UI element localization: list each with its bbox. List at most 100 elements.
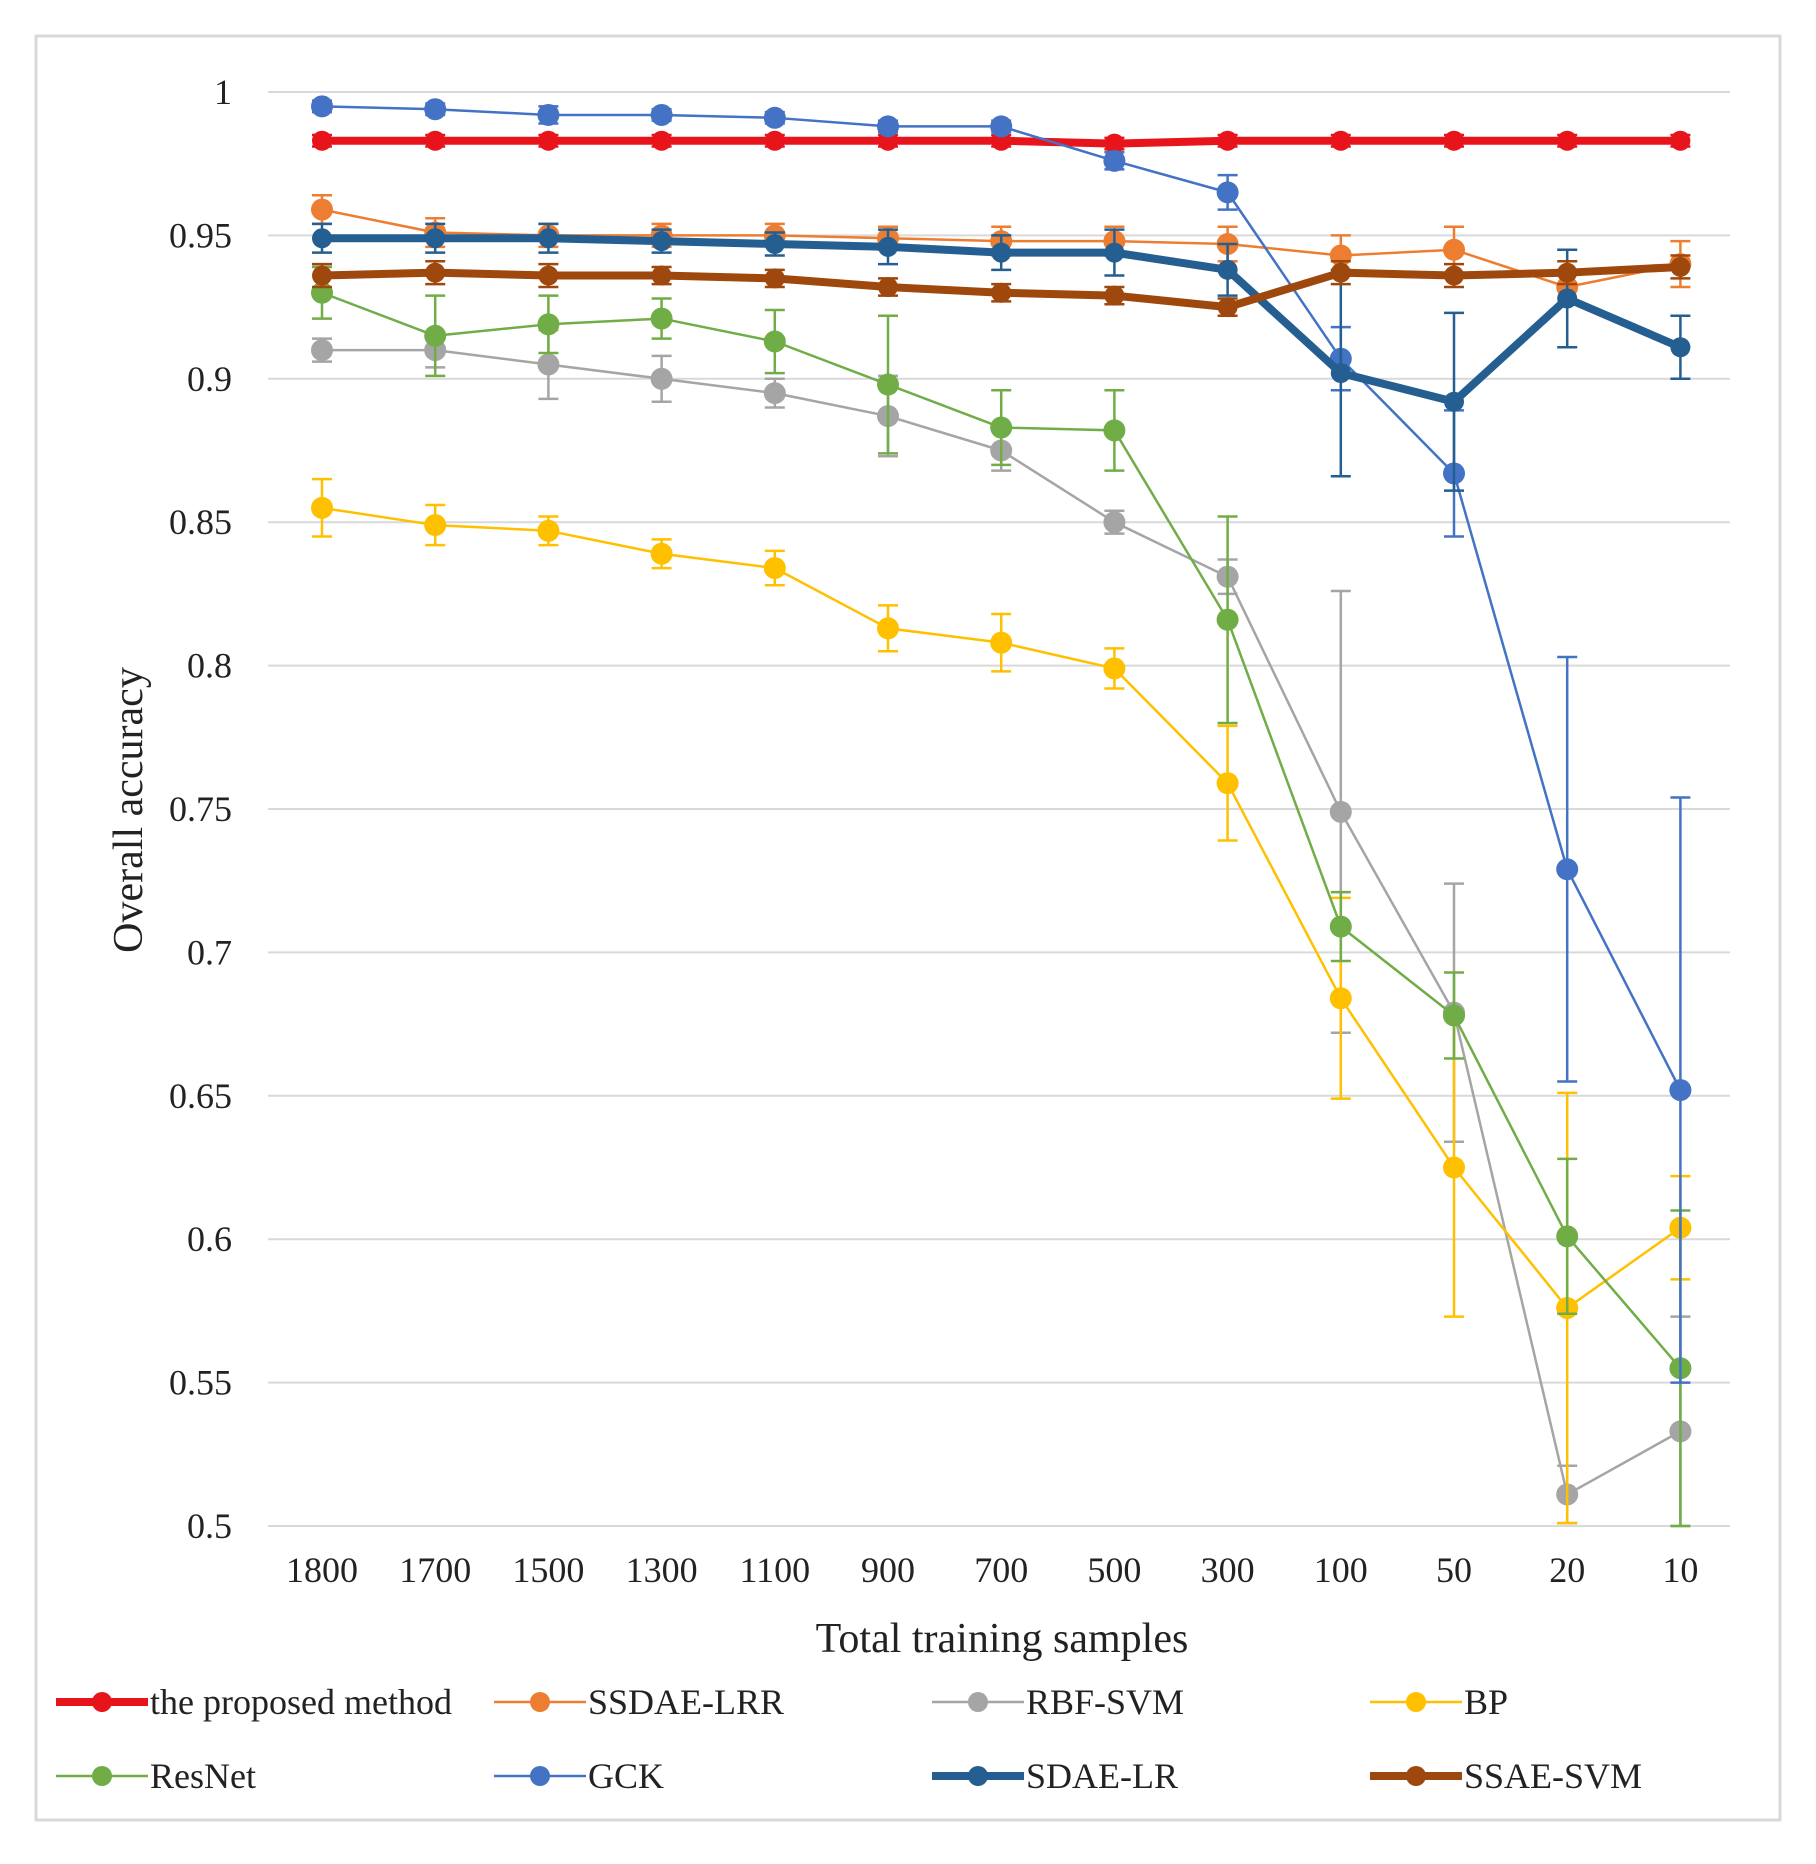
data-point	[538, 228, 559, 249]
data-point	[990, 631, 1013, 654]
legend-item: ResNet	[56, 1756, 256, 1796]
data-point	[1329, 800, 1352, 823]
x-tick-label: 1500	[512, 1550, 584, 1590]
data-point	[537, 353, 560, 376]
data-point	[650, 367, 673, 390]
legend-label: SSAE-SVM	[1464, 1756, 1642, 1796]
data-point	[1669, 1079, 1692, 1102]
data-point	[1557, 288, 1578, 309]
y-tick-label: 0.65	[169, 1076, 232, 1116]
data-point	[991, 242, 1012, 263]
data-point	[538, 130, 559, 151]
data-point	[538, 265, 559, 286]
y-axis-title: Overall accuracy	[106, 667, 152, 953]
data-point	[877, 115, 899, 138]
x-axis-title: Total training samples	[816, 1616, 1189, 1662]
legend-item: SDAE-LR	[932, 1756, 1178, 1796]
data-point	[764, 268, 785, 289]
x-tick-label: 300	[1201, 1550, 1255, 1590]
data-point	[1217, 130, 1238, 151]
y-tick-label: 0.95	[169, 215, 232, 255]
data-point	[1444, 130, 1464, 151]
x-tick-label: 100	[1314, 1550, 1368, 1590]
outer-frame	[34, 34, 1782, 1822]
data-point	[1557, 262, 1578, 283]
data-point	[1103, 419, 1126, 442]
y-tick-label: 0.8	[187, 646, 232, 686]
data-point	[1670, 256, 1691, 277]
x-tick-label: 20	[1549, 1550, 1585, 1590]
data-point	[1103, 511, 1126, 534]
y-tick-label: 0.55	[169, 1363, 232, 1403]
y-tick-label: 0.7	[187, 932, 232, 972]
data-point	[312, 265, 332, 286]
data-point	[1443, 238, 1465, 261]
data-point	[763, 106, 786, 129]
data-point	[1216, 181, 1239, 204]
data-point	[425, 262, 446, 283]
data-point	[651, 265, 672, 286]
data-point	[1556, 858, 1579, 881]
legend-swatch-marker	[92, 1692, 112, 1712]
legend-label: SSDAE-LRR	[588, 1682, 784, 1722]
legend-item: BP	[1370, 1682, 1508, 1722]
x-tick-label: 50	[1436, 1550, 1472, 1590]
x-tick-label: 500	[1087, 1550, 1141, 1590]
y-tick-label: 0.5	[187, 1506, 232, 1546]
data-point	[1104, 133, 1125, 154]
series-layer	[311, 95, 1692, 1528]
legend-label: the proposed method	[150, 1682, 452, 1722]
data-point	[1104, 285, 1125, 306]
data-point	[990, 416, 1013, 439]
data-point	[877, 617, 899, 640]
data-point	[1329, 915, 1352, 938]
legend-swatch-marker	[530, 1692, 550, 1712]
legend-swatch-marker	[968, 1766, 988, 1786]
data-point	[1104, 242, 1125, 263]
data-point	[312, 228, 332, 249]
data-point	[311, 198, 333, 221]
legend-swatch-marker	[1406, 1766, 1426, 1786]
x-axis-ticks: 1800 1700 1500 1300 1100 900 700 500 300 100 50 20 1…	[286, 1550, 1698, 1590]
data-point	[1670, 337, 1691, 358]
data-point	[1443, 1156, 1465, 1179]
data-point	[877, 373, 899, 396]
x-tick-label: 1300	[626, 1550, 698, 1590]
y-tick-label: 0.6	[187, 1219, 232, 1259]
data-point	[1216, 608, 1239, 631]
legend-swatch-marker	[968, 1692, 988, 1712]
x-tick-label: 1800	[286, 1550, 358, 1590]
data-point	[878, 236, 898, 257]
data-point	[537, 313, 560, 336]
data-point	[425, 130, 446, 151]
data-point	[537, 103, 560, 126]
y-tick-label: 0.75	[169, 789, 232, 829]
data-point	[424, 98, 447, 121]
data-point	[1216, 772, 1239, 795]
data-point	[1330, 363, 1351, 384]
data-point	[1330, 262, 1351, 283]
data-point	[1103, 657, 1126, 680]
data-point	[1217, 259, 1238, 280]
data-point	[1329, 987, 1352, 1010]
data-point	[650, 307, 673, 330]
data-point	[1556, 1225, 1579, 1248]
y-tick-label: 0.85	[169, 502, 232, 542]
data-point	[311, 496, 333, 519]
data-point	[763, 382, 786, 405]
data-point	[1330, 130, 1351, 151]
x-tick-label: 900	[861, 1550, 915, 1590]
data-point	[651, 231, 672, 252]
data-point	[425, 228, 446, 249]
legend-swatch-marker	[530, 1766, 550, 1786]
data-point	[650, 103, 673, 126]
series-sdae-lr	[312, 222, 1691, 492]
x-tick-label: 1100	[739, 1550, 810, 1590]
data-point	[1557, 130, 1578, 151]
data-point	[1443, 1004, 1465, 1027]
legend-label: RBF-SVM	[1026, 1682, 1184, 1722]
data-point	[1670, 130, 1691, 151]
x-tick-label: 10	[1662, 1550, 1698, 1590]
y-tick-label: 1	[214, 72, 232, 112]
